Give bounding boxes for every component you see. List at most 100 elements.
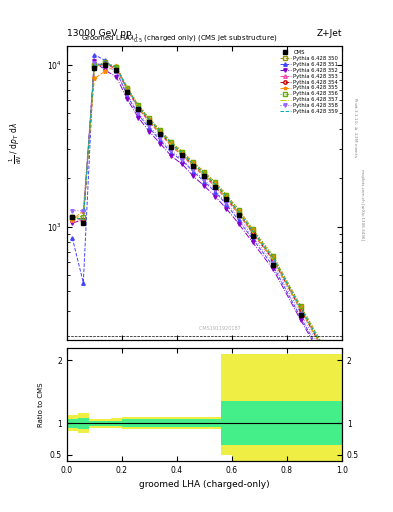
Pythia 6.428 351	[224, 201, 229, 207]
Pythia 6.428 357	[169, 142, 174, 148]
Pythia 6.428 358	[114, 69, 119, 75]
Text: 13000 GeV pp: 13000 GeV pp	[67, 29, 132, 38]
Pythia 6.428 355	[158, 127, 163, 133]
Pythia 6.428 356	[125, 84, 130, 91]
Text: mcplots.cern.ch [arXiv:1306.3436]: mcplots.cern.ch [arXiv:1306.3436]	[360, 169, 364, 240]
Pythia 6.428 355	[237, 207, 241, 213]
Pythia 6.428 355	[326, 351, 331, 357]
Pythia 6.428 355	[202, 169, 207, 175]
Pythia 6.428 353	[158, 131, 163, 137]
CMS	[224, 196, 229, 202]
Pythia 6.428 352	[92, 58, 97, 64]
Pythia 6.428 359	[103, 60, 108, 66]
Pythia 6.428 353	[169, 143, 174, 150]
Text: Z+Jet: Z+Jet	[316, 29, 342, 38]
CMS	[180, 152, 185, 158]
Pythia 6.428 359	[114, 65, 119, 71]
Pythia 6.428 350	[202, 170, 207, 177]
Pythia 6.428 350	[213, 181, 218, 187]
Pythia 6.428 355	[224, 191, 229, 198]
Pythia 6.428 359	[92, 63, 97, 69]
Pythia 6.428 351	[191, 168, 196, 175]
CMS	[202, 173, 207, 179]
CMS	[70, 214, 75, 220]
Pythia 6.428 356	[70, 214, 75, 220]
Pythia 6.428 358	[136, 110, 141, 116]
Pythia 6.428 354	[202, 172, 207, 178]
CMS	[92, 65, 97, 71]
Pythia 6.428 352	[114, 74, 119, 80]
Pythia 6.428 357	[125, 86, 130, 92]
CMS	[125, 89, 130, 95]
Pythia 6.428 351	[237, 218, 241, 224]
CMS	[136, 106, 141, 112]
Pythia 6.428 352	[81, 217, 86, 223]
Pythia 6.428 352	[298, 317, 303, 323]
Pythia 6.428 359	[224, 194, 229, 200]
Pythia 6.428 353	[147, 119, 152, 125]
Pythia 6.428 350	[237, 209, 241, 215]
Pythia 6.428 355	[147, 116, 152, 122]
Pythia 6.428 356	[213, 179, 218, 185]
Pythia 6.428 358	[202, 177, 207, 183]
Pythia 6.428 357	[147, 118, 152, 124]
Pythia 6.428 354	[70, 214, 75, 220]
Pythia 6.428 356	[92, 62, 97, 68]
Pythia 6.428 355	[271, 253, 275, 260]
CMS	[114, 68, 119, 74]
Pythia 6.428 353	[271, 257, 275, 263]
Pythia 6.428 350	[169, 140, 174, 146]
Text: CMS​1911920187: CMS​1911920187	[199, 326, 241, 331]
CMS	[298, 312, 303, 318]
CMS	[81, 220, 86, 226]
Line: Pythia 6.428 358: Pythia 6.428 358	[71, 61, 330, 364]
Pythia 6.428 350	[224, 194, 229, 200]
Pythia 6.428 355	[298, 303, 303, 309]
Pythia 6.428 353	[103, 61, 108, 67]
Pythia 6.428 350	[271, 256, 275, 262]
Pythia 6.428 357	[158, 130, 163, 136]
Pythia 6.428 354	[298, 306, 303, 312]
Pythia 6.428 352	[136, 115, 141, 121]
Pythia 6.428 355	[114, 63, 119, 69]
Pythia 6.428 356	[298, 303, 303, 309]
Pythia 6.428 353	[213, 184, 218, 190]
Pythia 6.428 358	[326, 359, 331, 365]
Pythia 6.428 359	[326, 353, 331, 359]
Pythia 6.428 358	[169, 147, 174, 154]
Pythia 6.428 359	[271, 255, 275, 261]
Pythia 6.428 358	[213, 187, 218, 194]
Text: $\frac{1}{\mathrm{d}N}$ / $\mathrm{d}p_T$ $\mathrm{d}\lambda$: $\frac{1}{\mathrm{d}N}$ / $\mathrm{d}p_T…	[7, 122, 24, 164]
Pythia 6.428 355	[70, 217, 75, 223]
Pythia 6.428 359	[298, 305, 303, 311]
CMS	[250, 232, 255, 239]
Pythia 6.428 359	[125, 86, 130, 92]
Pythia 6.428 359	[191, 161, 196, 167]
Pythia 6.428 353	[250, 230, 255, 236]
Pythia 6.428 352	[213, 194, 218, 200]
CMS	[213, 184, 218, 190]
Pythia 6.428 350	[298, 306, 303, 312]
Pythia 6.428 359	[158, 129, 163, 135]
Pythia 6.428 352	[147, 129, 152, 135]
Pythia 6.428 352	[158, 140, 163, 146]
CMS	[326, 362, 331, 368]
Pythia 6.428 358	[237, 214, 241, 220]
Pythia 6.428 357	[213, 183, 218, 189]
Pythia 6.428 350	[147, 117, 152, 123]
Pythia 6.428 356	[136, 101, 141, 108]
Pythia 6.428 353	[326, 355, 331, 361]
Pythia 6.428 354	[136, 104, 141, 110]
CMS	[237, 212, 241, 218]
Pythia 6.428 350	[180, 150, 185, 156]
Pythia 6.428 353	[136, 105, 141, 112]
Line: CMS: CMS	[71, 63, 330, 367]
Pythia 6.428 358	[298, 310, 303, 316]
Y-axis label: Ratio to CMS: Ratio to CMS	[38, 382, 44, 426]
Pythia 6.428 354	[125, 86, 130, 92]
Pythia 6.428 352	[70, 220, 75, 226]
Pythia 6.428 356	[114, 63, 119, 70]
Pythia 6.428 359	[213, 181, 218, 187]
CMS	[147, 119, 152, 125]
Pythia 6.428 354	[271, 257, 275, 263]
